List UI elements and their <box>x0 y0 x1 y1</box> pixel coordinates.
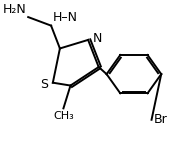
Text: CH₃: CH₃ <box>53 111 74 121</box>
Text: H–N: H–N <box>53 11 78 24</box>
Text: Br: Br <box>153 113 167 126</box>
Text: N: N <box>92 32 102 45</box>
Text: H₂N: H₂N <box>3 3 26 16</box>
Text: S: S <box>40 78 49 91</box>
